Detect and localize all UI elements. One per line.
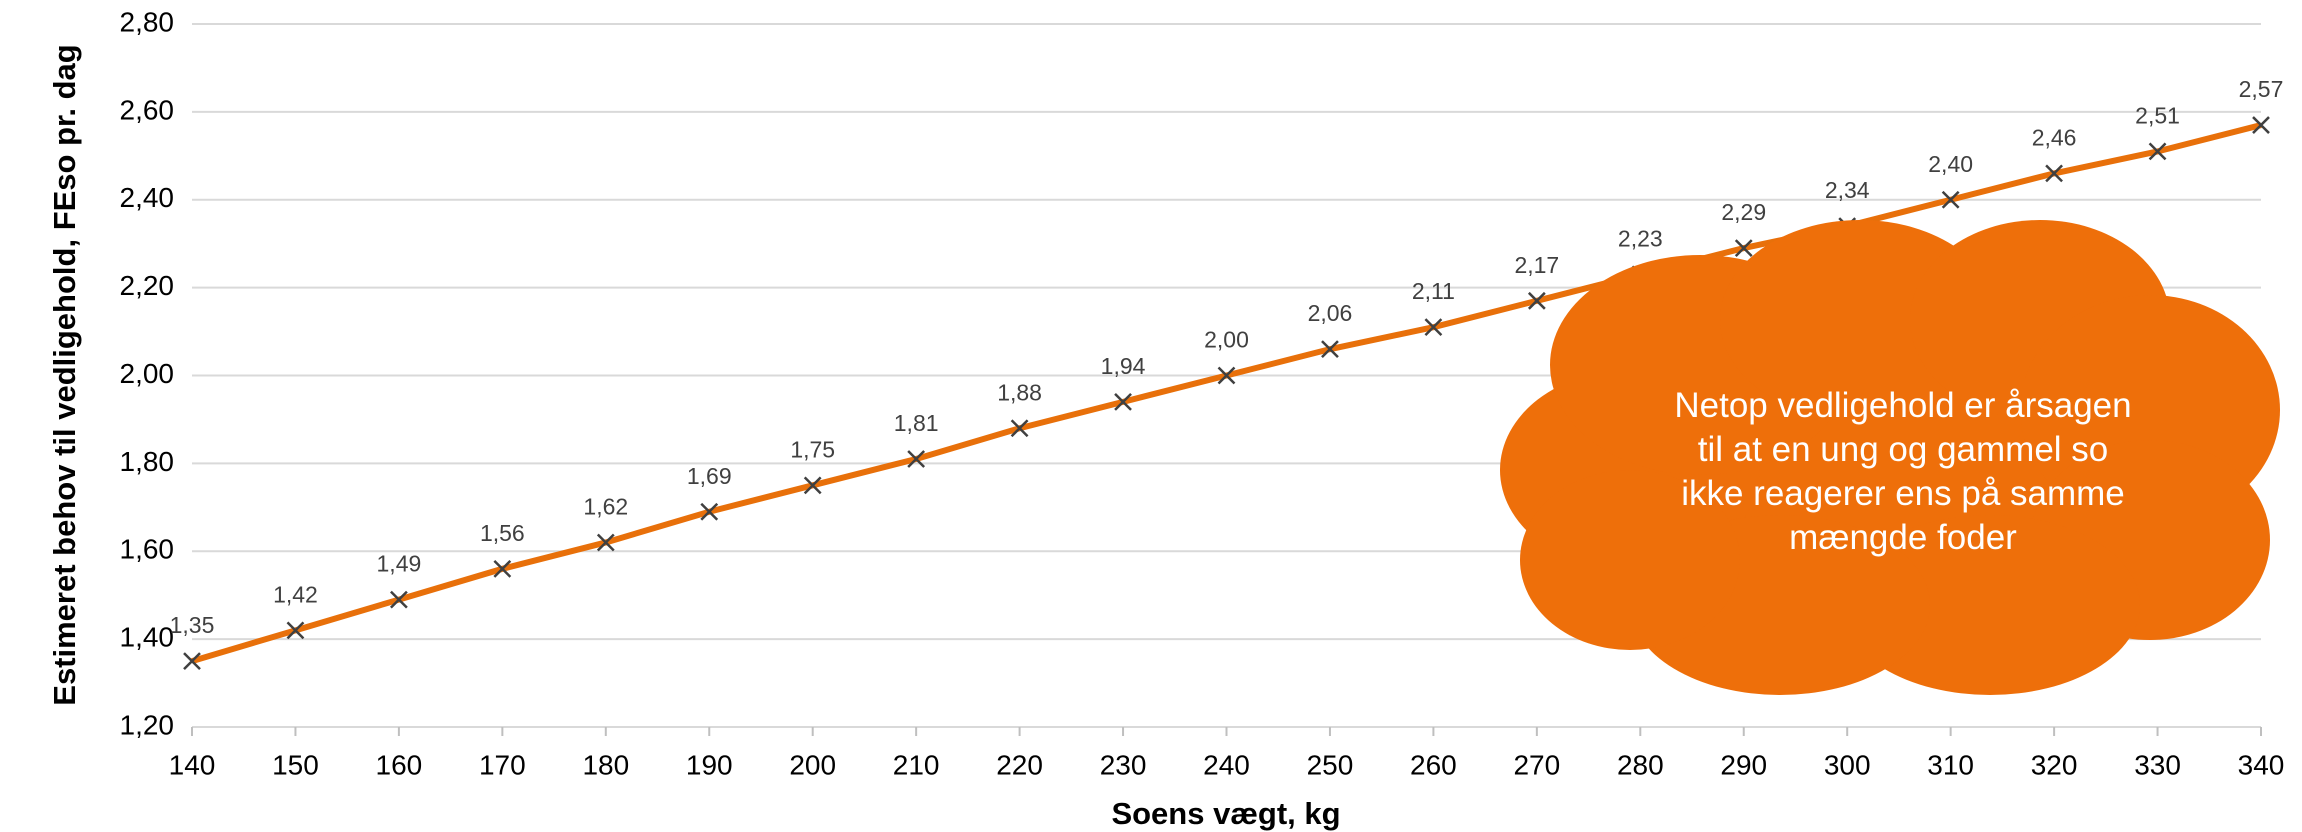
marker [183, 652, 201, 670]
marker [1941, 190, 1960, 209]
x-tick-label: 220 [996, 749, 1043, 780]
data-label: 2,11 [1412, 278, 1455, 304]
data-label: 1,81 [894, 410, 939, 436]
data-label: 2,51 [2135, 102, 2180, 128]
y-tick-label: 2,00 [120, 358, 175, 389]
x-tick-label: 240 [1203, 749, 1250, 780]
data-label: 1,56 [480, 520, 525, 546]
y-tick-label: 2,80 [120, 6, 175, 37]
y-tick-label: 1,40 [120, 622, 175, 653]
marker [1321, 340, 1339, 359]
x-tick-label: 140 [169, 749, 216, 780]
data-label: 2,00 [1204, 327, 1249, 353]
annotation: Netop vedligehold er årsagen til at en u… [1674, 386, 2132, 557]
marker [1734, 239, 1753, 257]
marker [2252, 116, 2270, 134]
x-tick-label: 170 [479, 749, 526, 780]
data-label: 2,17 [1514, 252, 1559, 278]
x-tick-label: 210 [893, 749, 940, 780]
x-tick-label: 190 [686, 749, 733, 780]
y-tick-label: 2,20 [120, 270, 175, 301]
data-label: 1,49 [377, 551, 422, 577]
data-label: 2,06 [1308, 300, 1353, 326]
y-tick-label: 2,40 [120, 182, 175, 213]
marker [2045, 164, 2063, 183]
x-tick-label: 300 [1824, 749, 1871, 780]
x-tick-label: 250 [1307, 749, 1354, 780]
data-label: 2,23 [1618, 226, 1663, 252]
marker [803, 476, 822, 495]
data-label: 1,62 [583, 494, 628, 520]
marker [700, 502, 719, 521]
x-tick-label: 330 [2134, 749, 2181, 780]
cloud-shape [1500, 220, 2280, 695]
x-tick-label: 180 [582, 749, 629, 780]
data-label: 2,29 [1721, 199, 1766, 225]
x-axis-title: Soens vægt, kg [1111, 796, 1341, 831]
marker [1217, 366, 1236, 385]
y-tick-label: 1,20 [120, 709, 175, 740]
y-axis-title: Estimeret behov til vedligehold, FEso pr… [47, 44, 82, 706]
marker [1010, 419, 1029, 438]
x-tick-label: 320 [2031, 749, 2078, 780]
x-tick-label: 280 [1617, 749, 1664, 780]
x-tick-label: 200 [789, 749, 836, 780]
y-tick-label: 1,80 [120, 446, 175, 477]
marker [286, 621, 305, 640]
x-tick-label: 150 [272, 749, 319, 780]
x-tick-label: 290 [1720, 749, 1767, 780]
y-tick-label: 1,60 [120, 534, 175, 565]
data-label: 1,42 [273, 581, 318, 607]
data-label: 2,46 [2032, 124, 2077, 150]
marker [907, 450, 926, 468]
x-tick-label: 340 [2238, 749, 2285, 780]
data-label: 1,75 [790, 436, 835, 462]
x-tick-label: 160 [376, 749, 423, 780]
marker [493, 559, 512, 578]
data-label: 1,35 [170, 612, 215, 638]
data-label: 2,34 [1825, 177, 1870, 203]
x-tick-label: 310 [1927, 749, 1974, 780]
data-label: 2,57 [2239, 76, 2284, 102]
marker [390, 590, 408, 609]
data-label: 2,40 [1928, 151, 1973, 177]
y-tick-label: 2,60 [120, 94, 175, 125]
x-tick-label: 270 [1513, 749, 1560, 780]
marker [596, 533, 615, 552]
x-tick-label: 260 [1410, 749, 1457, 780]
data-label: 1,94 [1101, 353, 1146, 379]
marker [2148, 142, 2167, 161]
x-tick-label: 230 [1100, 749, 1147, 780]
marker [1424, 318, 1443, 337]
marker [1114, 392, 1132, 411]
data-label: 1,69 [687, 463, 732, 489]
marker [1527, 291, 1546, 310]
data-label: 1,88 [997, 379, 1042, 405]
